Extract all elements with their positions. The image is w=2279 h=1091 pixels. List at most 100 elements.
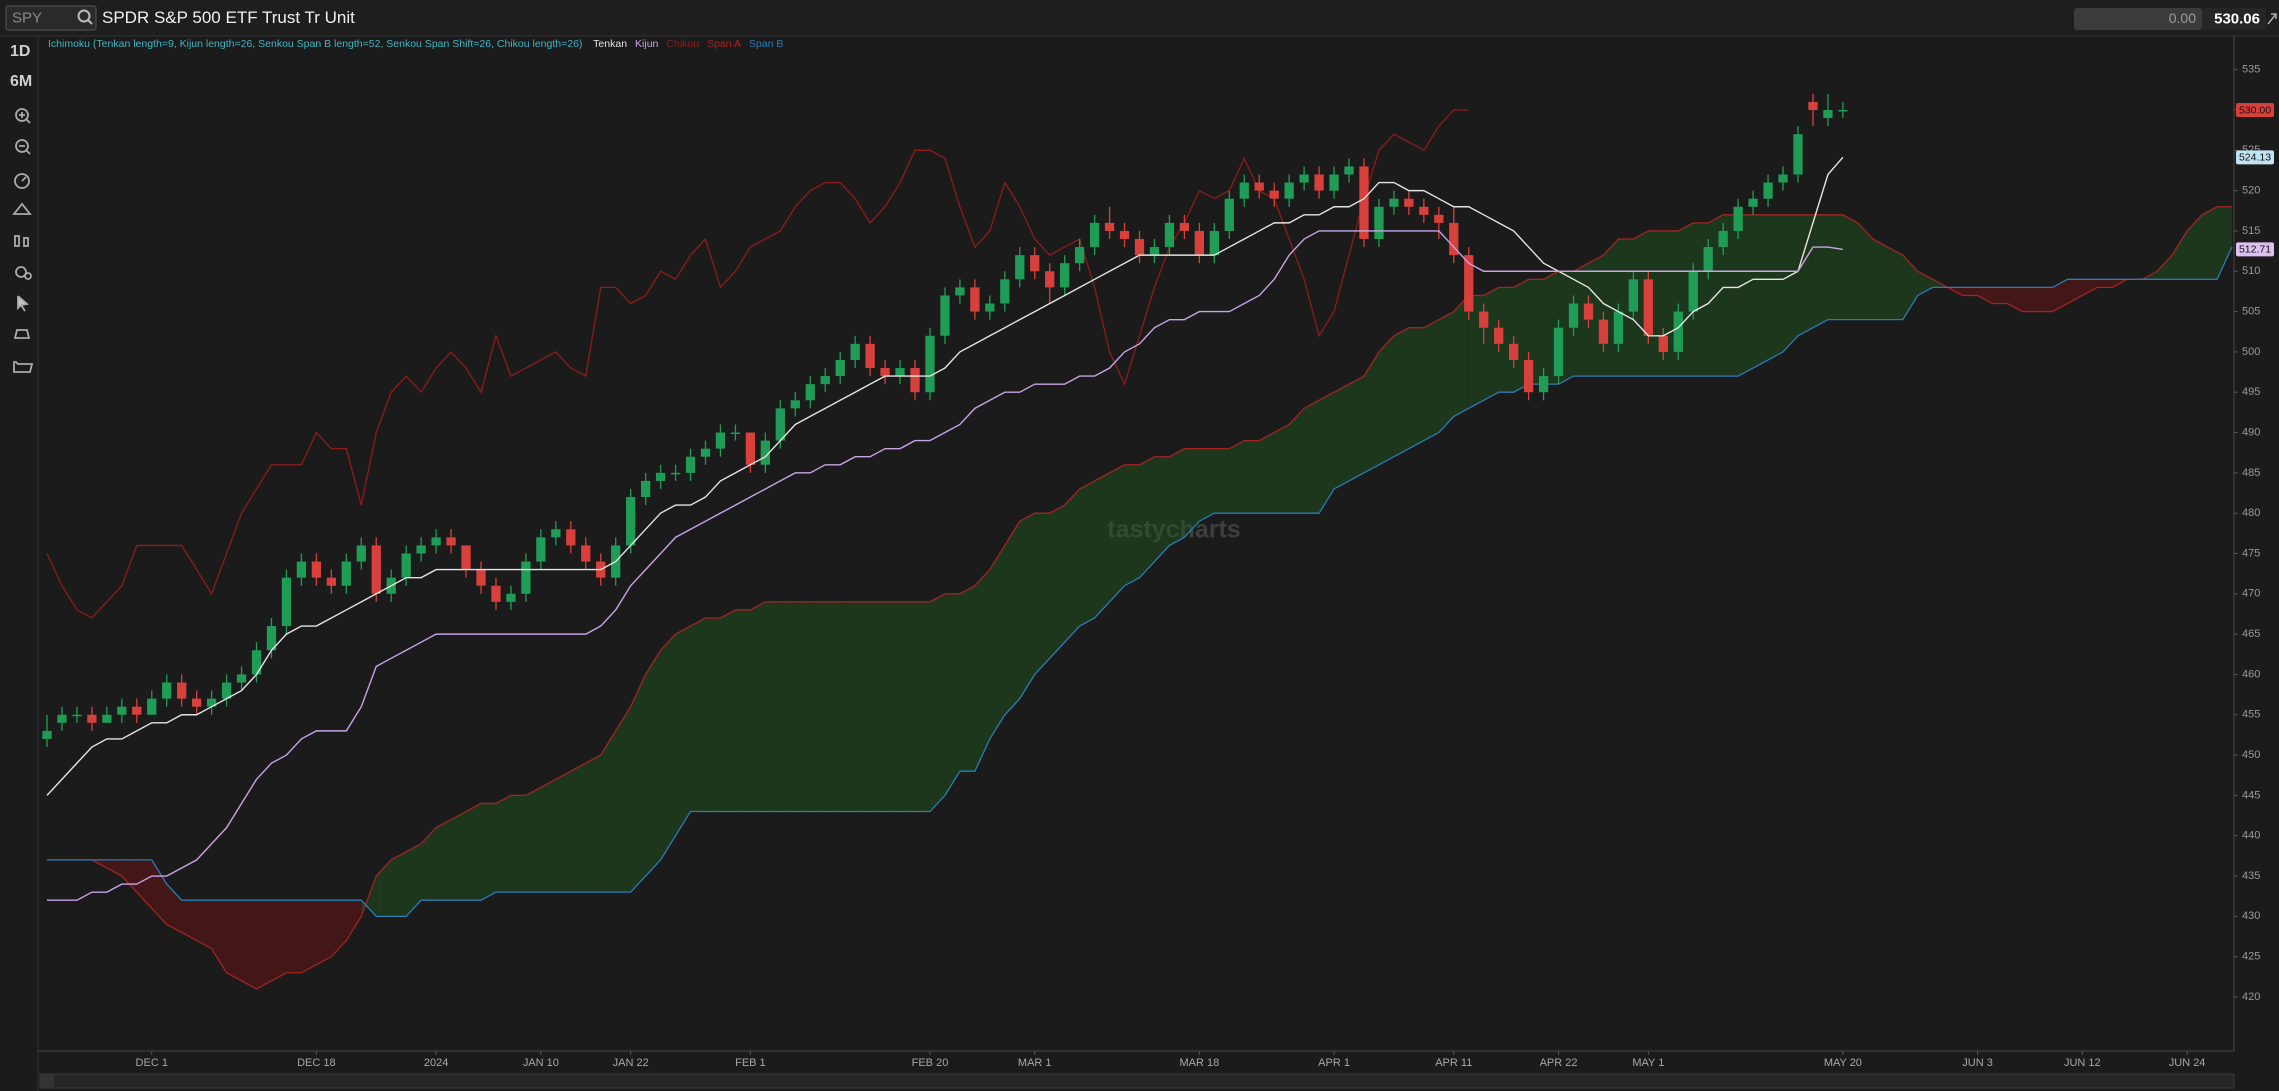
candle-body [700,448,711,457]
zoom-in[interactable] [15,108,31,124]
cloud-segment [1588,255,1604,377]
candle-body [1434,214,1444,223]
cloud-segment [1304,400,1320,514]
line-span-a [47,206,2232,990]
scrollbar[interactable] [39,1073,2235,1089]
cloud-segment [795,601,811,812]
cloud-segment [675,626,691,836]
x-tick-label: APR 11 [1435,1057,1472,1069]
cloud-segment [481,803,496,901]
cloud-segment [1857,222,1873,320]
cloud-segment [2172,230,2188,280]
scroll-handle[interactable] [40,1074,54,1088]
candle-body [1523,359,1534,393]
cloud-segment [466,803,482,901]
cloud-segment [1349,376,1364,481]
zoom-out[interactable] [15,139,31,155]
cloud-segment [166,884,182,933]
candle-body [745,432,756,465]
cloud-segment [765,601,781,812]
candle-body [1449,222,1459,256]
candle-body [1703,247,1713,272]
y-tick-label: 455 [2242,709,2260,721]
price-label: 530.00 [2239,104,2271,116]
cloud-segment [2187,214,2203,280]
cloud-segment [1783,214,1798,352]
candle-body [805,384,815,401]
candle-body [880,368,890,377]
cloud-segment [1319,392,1335,514]
candle-body [87,714,97,723]
candle-body [730,432,741,435]
drawings[interactable] [12,202,32,215]
x-tick-label: FEB 1 [735,1057,766,1069]
cloud-segment [1663,230,1679,377]
price-label: 512.71 [2239,244,2271,256]
popout-icon[interactable] [2267,13,2277,25]
y-tick-label: 430 [2242,910,2260,922]
cloud-segment [855,601,871,812]
open[interactable] [13,361,34,373]
candle-body [566,529,576,546]
symbol-input[interactable] [5,5,97,31]
candle-body [506,593,516,602]
cloud-segment [810,601,826,812]
cloud-segment [1214,448,1230,514]
cloud-segment [2217,206,2232,280]
cursor[interactable] [17,295,29,312]
candle-body [446,537,456,546]
cloud-segment [1094,472,1110,618]
cloud-segment [196,900,212,949]
cloud-segment [1064,488,1080,643]
cloud-segment [555,771,571,893]
candle-body [72,714,82,717]
cloud-segment [1797,214,1813,336]
x-tick-label: MAY 1 [1632,1057,1664,1069]
cloud-segment [705,617,721,812]
timeframe-button[interactable]: 1D [10,43,30,60]
plot-area [42,93,2233,990]
candle-body [1419,206,1429,215]
candle-body [1613,311,1624,344]
settings[interactable] [15,266,32,280]
x-tick-label: MAY 20 [1824,1057,1862,1069]
cloud-segment [929,593,945,812]
cloud-segment [1977,287,1993,304]
cloud-segment [2082,279,2098,296]
candle-body [970,287,980,312]
candle-body [1015,255,1025,280]
candle-body [57,714,67,723]
candle-body [206,698,217,707]
candle-body [461,545,471,570]
candle-body [1763,182,1773,199]
x-tick-label: JUN 24 [2169,1057,2206,1069]
cloud-segment [900,601,916,812]
candle-body [1838,109,1848,112]
candle-body [251,650,262,675]
cloud-segment [1573,263,1589,377]
cloud-segment [181,900,197,941]
cloud-segment [1154,456,1170,562]
candle-body [476,569,486,586]
cloud-segment [1259,432,1275,514]
range-button[interactable]: 6M [10,73,32,90]
layouts[interactable] [13,329,31,339]
legend-entry: Chikou [666,38,699,50]
candle-body [1134,239,1145,256]
cloud-segment [1139,456,1155,578]
chart-type[interactable] [14,235,29,247]
candle-body [1494,327,1504,344]
cloud-segment [1992,287,2008,304]
candle-body [1538,376,1549,393]
studies[interactable] [14,173,30,189]
x-tick-label: FEB 20 [912,1057,949,1069]
candle-body [581,545,591,562]
price-label-box [2236,102,2274,117]
search-icon[interactable] [77,9,93,25]
candle-body [551,529,561,538]
candle-body [1793,134,1803,175]
y-tick-label: 435 [2242,870,2260,882]
candle-body [985,303,995,312]
candle-body [685,456,696,473]
